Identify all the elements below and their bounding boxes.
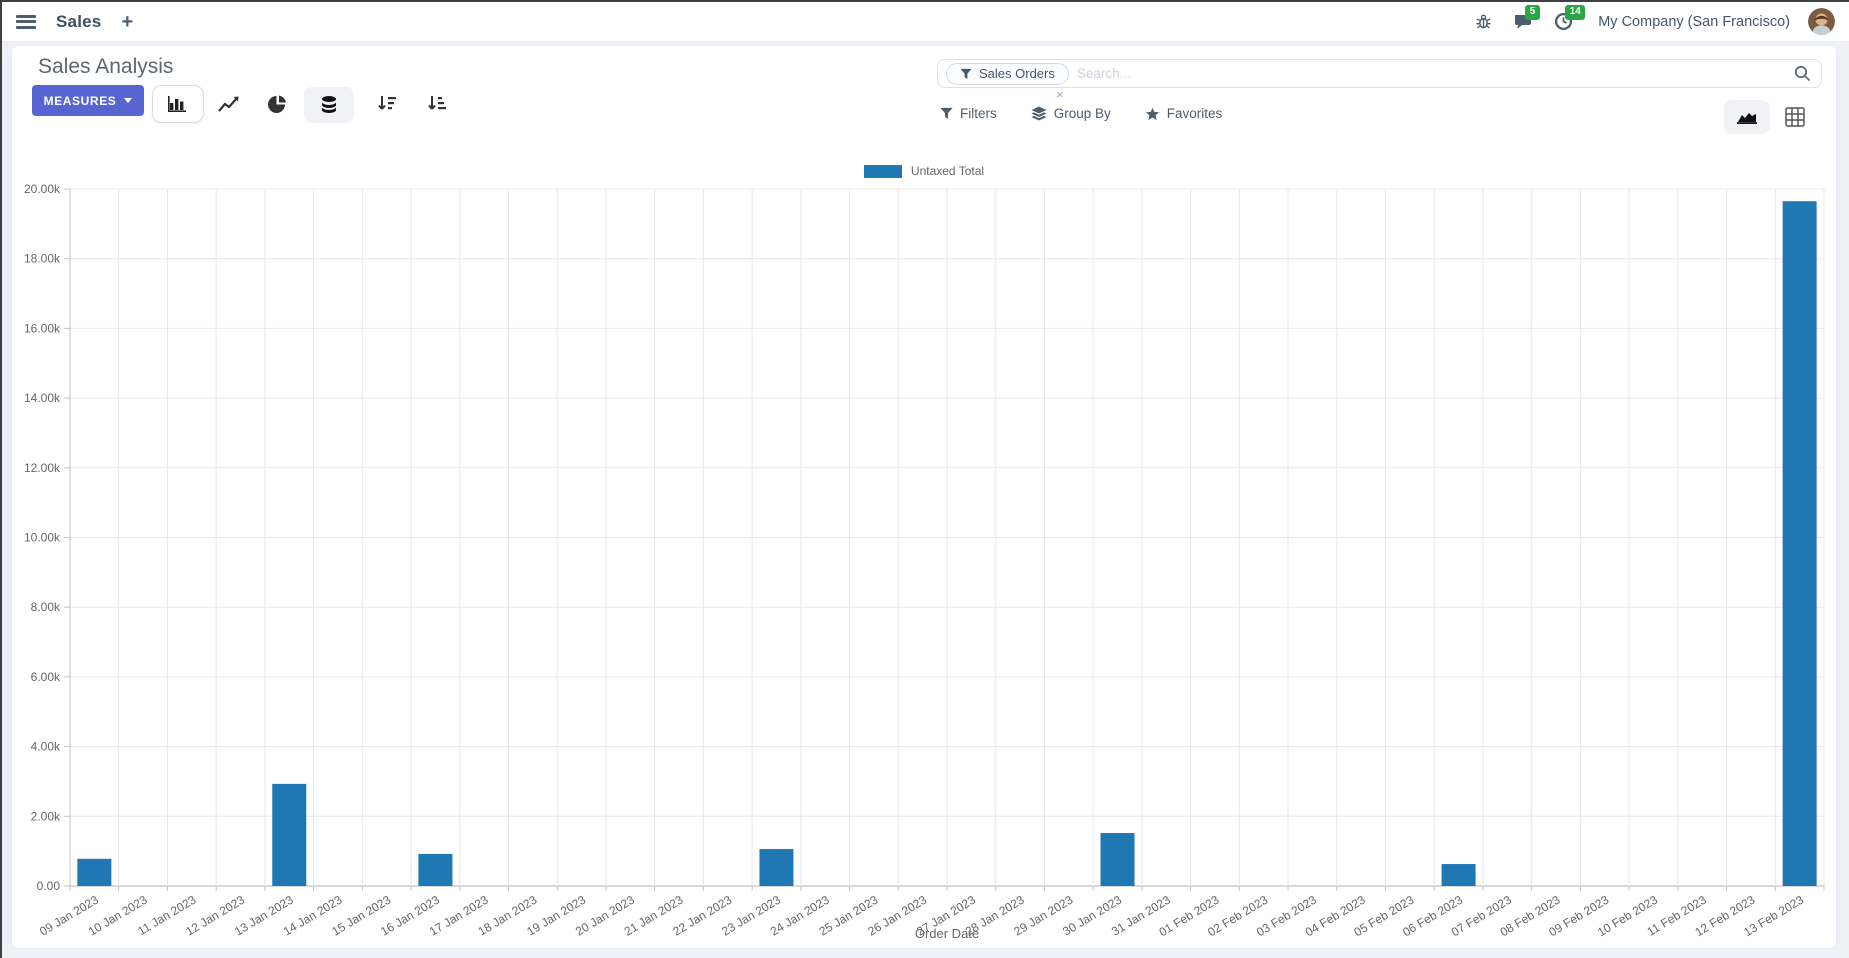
layers-icon [1031, 106, 1047, 121]
chart-legend[interactable]: Untaxed Total [12, 158, 1836, 184]
activities-count-badge: 14 [1565, 4, 1586, 20]
bar-chart[interactable]: 0.00 2.00k 4.00k 6.00k 8.00k 10.00k 12.00k 14.0… [12, 184, 1836, 946]
bar-23 Jan 2023[interactable] [759, 849, 794, 886]
y-axis-tick-label: 0.00 [37, 879, 61, 893]
messages-count-badge: 5 [1525, 4, 1540, 20]
facet-remove-icon[interactable]: × [1056, 87, 1064, 102]
line-chart-icon [218, 96, 239, 112]
apps-menu-icon[interactable] [16, 14, 36, 29]
y-axis-tick-label: 16.00k [24, 321, 61, 335]
search-options-row: Filters Group By Favorites [940, 106, 1222, 121]
debug-bug-icon[interactable] [1472, 11, 1494, 33]
sort-descending-icon [378, 96, 396, 110]
y-axis-tick-label: 18.00k [24, 252, 61, 266]
stacked-toggle-button[interactable] [304, 87, 354, 123]
bar-06 Feb 2023[interactable] [1441, 864, 1476, 886]
search-input[interactable] [1068, 66, 1794, 81]
y-axis-tick-label: 20.00k [24, 184, 61, 196]
star-icon [1145, 107, 1159, 120]
favorites-button[interactable]: Favorites [1145, 106, 1222, 121]
y-axis-tick-label: 6.00k [31, 670, 61, 684]
measures-button[interactable]: MEASURES [32, 85, 144, 116]
search-bar[interactable]: Sales Orders × [937, 59, 1822, 102]
filters-button[interactable]: Filters [940, 106, 997, 121]
group-by-button[interactable]: Group By [1031, 106, 1111, 121]
search-facet-sales-orders[interactable]: Sales Orders [946, 62, 1069, 85]
bar-13 Feb 2023[interactable] [1782, 201, 1817, 886]
graph-view-button[interactable] [1724, 100, 1770, 134]
app-name[interactable]: Sales [56, 11, 102, 31]
new-tab-button[interactable]: + [121, 10, 134, 33]
pie-chart-icon [267, 95, 286, 113]
area-chart-icon [1737, 113, 1757, 124]
y-axis-tick-label: 14.00k [24, 391, 61, 405]
bar-30 Jan 2023[interactable] [1100, 833, 1135, 886]
pivot-table-icon [1785, 107, 1805, 127]
filter-funnel-icon [960, 68, 972, 79]
content-panel: Sales Analysis MEASURES [12, 46, 1836, 948]
sort-ascending-icon [428, 96, 446, 110]
line-chart-view-button[interactable] [216, 91, 242, 117]
user-avatar[interactable] [1808, 8, 1835, 35]
y-axis-tick-label: 4.00k [31, 740, 61, 754]
sort-ascending-button[interactable] [424, 91, 450, 117]
y-axis-tick-label: 8.00k [31, 600, 61, 614]
company-switcher[interactable]: My Company (San Francisco) [1598, 13, 1790, 30]
bar-09 Jan 2023[interactable] [77, 858, 112, 886]
filter-funnel-icon [940, 107, 953, 119]
chart-area: Untaxed Total 0.00 2.00k 4.00k 6.00k 8.00k 10… [12, 158, 1836, 948]
search-icon[interactable] [1794, 65, 1811, 82]
pie-chart-view-button[interactable] [264, 91, 290, 117]
top-navbar: Sales + 5 14 [2, 2, 1849, 42]
caret-down-icon [124, 98, 133, 103]
y-axis-tick-label: 10.00k [24, 531, 61, 545]
bar-chart-view-button[interactable] [152, 85, 204, 123]
legend-color-swatch [863, 164, 902, 178]
bar-13 Jan 2023[interactable] [272, 783, 307, 886]
x-axis-title: Order Date [915, 926, 979, 941]
y-axis-tick-label: 12.00k [24, 461, 61, 475]
activities-clock-icon[interactable]: 14 [1552, 4, 1586, 33]
y-axis-tick-label: 2.00k [31, 809, 61, 823]
database-stack-icon [322, 96, 336, 113]
bar-chart-icon [168, 96, 186, 112]
page-title: Sales Analysis [38, 55, 174, 78]
pivot-view-button[interactable] [1780, 102, 1810, 132]
messages-icon[interactable]: 5 [1512, 4, 1540, 33]
legend-label: Untaxed Total [910, 164, 985, 178]
sort-descending-button[interactable] [374, 91, 400, 117]
bar-16 Jan 2023[interactable] [418, 853, 453, 886]
